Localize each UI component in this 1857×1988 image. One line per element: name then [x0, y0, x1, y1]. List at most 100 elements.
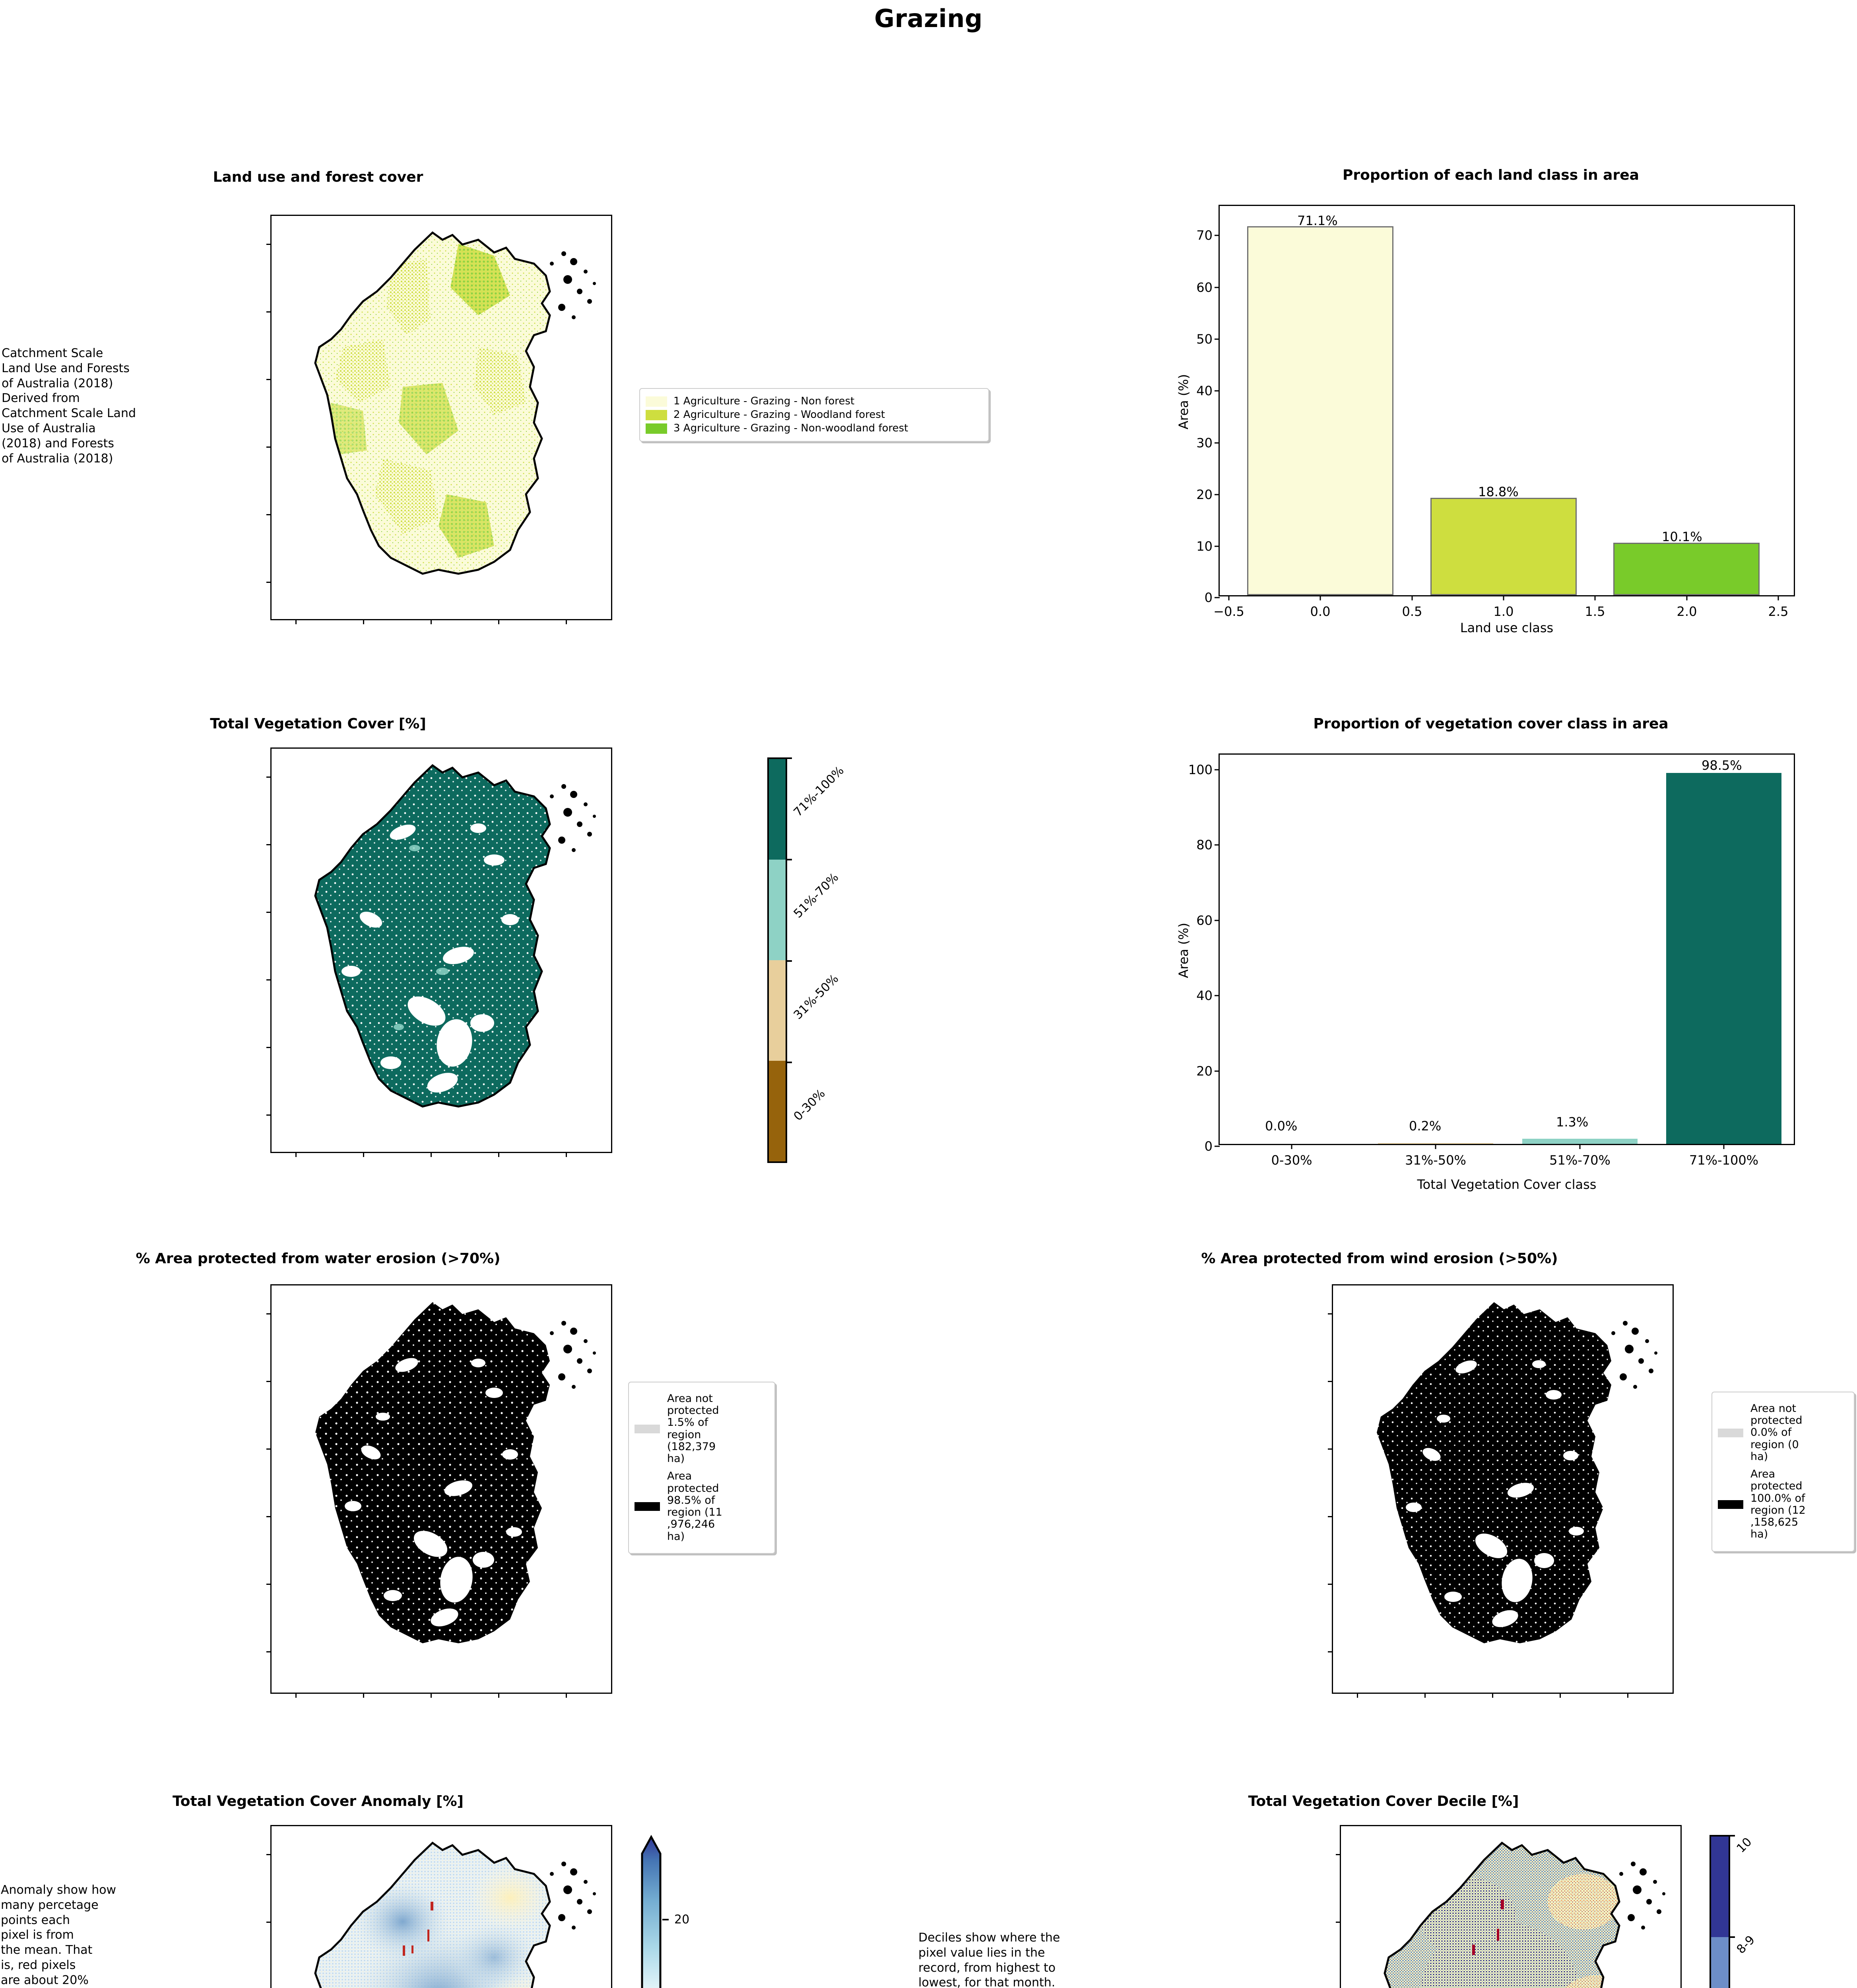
chart1-ytick: 10: [1196, 539, 1213, 554]
legend-swatch-not-protected: [1718, 1428, 1743, 1437]
chart1-bar-1: [1430, 498, 1577, 595]
chart1-ytick: 0: [1204, 590, 1213, 605]
wind-erosion-map-svg: [1377, 1302, 1657, 1643]
cbar-label-10: 10: [1734, 1835, 1755, 1856]
chart2-xtick: 71%-100%: [1689, 1153, 1759, 1168]
anomaly-panel-title: Total Vegetation Cover Anomaly [%]: [173, 1793, 464, 1809]
veg-cover-map-svg: [314, 764, 596, 1108]
chart2-bar-3: [1666, 773, 1781, 1144]
cbar-seg-0-30: [769, 1061, 786, 1161]
legend-item: Area protected 98.5% of region (11 ,976,…: [635, 1470, 769, 1542]
legend-item: Area not protected 1.5% of region (182,3…: [635, 1392, 769, 1465]
land-use-map-svg: [314, 231, 596, 575]
chart1-bar-label-1: 18.8%: [1478, 484, 1519, 499]
chart2-bar-label-3: 98.5%: [1702, 758, 1742, 773]
cbar-seg-71-100: [769, 759, 786, 860]
chart1-xtick: 2.5: [1768, 604, 1789, 619]
chart2-ytick: 40: [1196, 988, 1213, 1003]
chart1-ytick: 70: [1196, 228, 1213, 243]
chart1-xtick: −0.5: [1213, 604, 1244, 619]
anomaly-note: Anomaly show how many percetage points e…: [1, 1883, 116, 1987]
land-use-map-image: [272, 216, 611, 619]
chart2-ytick: 0: [1204, 1139, 1213, 1154]
chart2-bar-label-2: 1.3%: [1556, 1114, 1589, 1130]
legend-label: Area protected 98.5% of region (11 ,976,…: [667, 1470, 722, 1543]
legend-item: 3 Agriculture - Grazing - Non-woodland f…: [646, 423, 983, 434]
legend-swatch-non-woodland-forest: [646, 423, 667, 434]
cbar-seg-31-50: [769, 960, 786, 1061]
chart1-xtick: 0.5: [1402, 604, 1422, 619]
legend-item: 1 Agriculture - Grazing - Non forest: [646, 395, 983, 407]
water-erosion-map-axes: [266, 1284, 612, 1698]
cbar-label-51-70: 51%-70%: [791, 870, 842, 921]
chart2-ytick: 60: [1196, 913, 1213, 928]
chart1-ytick: 50: [1196, 332, 1213, 347]
legend-swatch-protected: [635, 1502, 660, 1511]
water-erosion-legend: Area not protected 1.5% of region (182,3…: [628, 1382, 775, 1554]
chart2-ytick: 100: [1188, 762, 1213, 777]
land-use-map-axes: [266, 215, 612, 624]
chart1-ytick: 30: [1196, 435, 1213, 450]
chart2-bar-label-0: 0.0%: [1265, 1118, 1298, 1134]
cbar-seg-8-9: [1711, 1937, 1729, 1988]
cbar-label-0-30: 0-30%: [791, 1086, 828, 1124]
page-title: Grazing: [874, 4, 983, 33]
legend-label: Area protected 100.0% of region (12 ,158…: [1750, 1468, 1806, 1541]
chart1-ylabel: Area (%): [1176, 374, 1191, 429]
veg-cover-map-axes: [266, 747, 612, 1157]
chart2-bar-label-1: 0.2%: [1409, 1118, 1442, 1134]
anomaly-map-axes: [266, 1825, 612, 1988]
wind-erosion-panel-title: % Area protected from wind erosion (>50%…: [1201, 1250, 1558, 1267]
chart1-plot-area: 70 60 50 40 30 20 10 0 −0.5 0.0 0.5 1.0 …: [1196, 205, 1795, 619]
chart2-ytick: 20: [1196, 1064, 1213, 1079]
chart2-xtick: 0-30%: [1271, 1153, 1312, 1168]
chart2-xlabel: Total Vegetation Cover class: [1417, 1177, 1597, 1192]
chart2-bar-1: [1378, 1143, 1493, 1144]
legend-swatch-non-forest: [646, 396, 667, 407]
wind-erosion-map-axes: [1328, 1284, 1674, 1698]
water-erosion-panel-title: % Area protected from water erosion (>70…: [136, 1250, 501, 1267]
chart2-ytick: 80: [1196, 837, 1213, 852]
water-erosion-map-image: [272, 1285, 611, 1693]
land-use-legend: 1 Agriculture - Grazing - Non forest 2 A…: [639, 388, 989, 442]
chart2-xtick: 51%-70%: [1549, 1153, 1611, 1168]
anomaly-colorbar: 20 10 0 −10 −20: [640, 1833, 689, 1988]
legend-label: Area not protected 1.5% of region (182,3…: [667, 1392, 719, 1465]
decile-panel-title: Total Vegetation Cover Decile [%]: [1248, 1793, 1519, 1809]
cbar-seg-10: [1711, 1837, 1729, 1937]
decile-colorbar: 10 8-9 4-7 2-3 1: [1710, 1835, 1758, 1988]
veg-cover-panel-title: Total Vegetation Cover [%]: [210, 716, 426, 732]
decile-map-image: [1341, 1826, 1680, 1988]
legend-item: Area protected 100.0% of region (12 ,158…: [1718, 1468, 1848, 1540]
chart1-xlabel: Land use class: [1460, 620, 1554, 635]
legend-item: 2 Agriculture - Grazing - Woodland fores…: [646, 409, 983, 421]
chart1-title: Proportion of each land class in area: [1343, 167, 1639, 183]
legend-swatch-woodland-forest: [646, 410, 667, 420]
chart1-ytick: 20: [1196, 487, 1213, 502]
wind-erosion-legend: Area not protected 0.0% of region (0 ha)…: [1711, 1392, 1855, 1552]
chart2-ylabel: Area (%): [1176, 922, 1191, 978]
chart1-xtick: 0.0: [1310, 604, 1331, 619]
anomaly-tick-20: 20: [674, 1912, 690, 1927]
veg-cover-bar-chart: Proportion of vegetation cover class in …: [1153, 716, 1829, 1213]
chart1-ytick: 60: [1196, 280, 1213, 295]
chart2-plot-area: 100 80 60 40 20 0 0-30% 31%-50% 51%-70% …: [1188, 753, 1795, 1168]
veg-cover-colorbar: 71%-100% 51%-70% 31%-50% 0-30%: [767, 757, 847, 1163]
anomaly-colorbar-svg: [641, 1835, 662, 1988]
cbar-label-31-50: 31%-50%: [791, 972, 842, 1022]
chart2-xtick: 31%-50%: [1405, 1153, 1466, 1168]
legend-item: Area not protected 0.0% of region (0 ha): [1718, 1402, 1848, 1463]
veg-cover-map-image: [272, 749, 611, 1152]
decile-note: Deciles show where the pixel value lies …: [918, 1931, 1060, 1988]
land-use-panel-title: Land use and forest cover: [213, 169, 423, 185]
cbar-seg-51-70: [769, 860, 786, 960]
cbar-label-71-100: 71%-100%: [791, 763, 847, 819]
legend-label: Area not protected 0.0% of region (0 ha): [1750, 1402, 1803, 1463]
legend-swatch-protected: [1718, 1500, 1743, 1509]
chart2-bar-2: [1522, 1139, 1638, 1144]
chart1-ytick: 40: [1196, 383, 1213, 398]
legend-label: 3 Agriculture - Grazing - Non-woodland f…: [673, 422, 908, 435]
wind-erosion-map-image: [1333, 1285, 1673, 1693]
cbar-label-8-9: 8-9: [1734, 1933, 1758, 1957]
legend-label: 1 Agriculture - Grazing - Non forest: [673, 395, 855, 407]
